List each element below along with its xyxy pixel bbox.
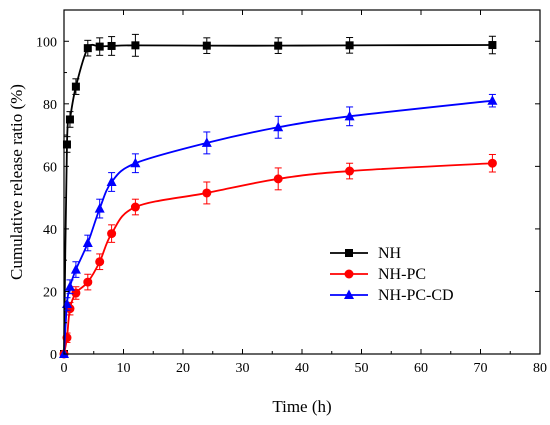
data-point-nh [62, 140, 71, 149]
data-point-nh-pc [95, 257, 105, 267]
data-point-nh-pc-cd [82, 237, 93, 247]
data-point-nh [488, 41, 497, 50]
x-tick-label: 80 [533, 361, 547, 376]
y-tick-label: 40 [43, 223, 57, 238]
data-point-nh [95, 42, 104, 51]
data-point-nh-pc [107, 229, 117, 239]
x-axis-label: Time (h) [272, 397, 331, 416]
x-tick-label: 10 [117, 361, 131, 376]
data-point-nh-pc-cd [106, 176, 117, 186]
y-tick-label: 20 [43, 285, 57, 300]
data-point-nh-pc-cd [70, 264, 81, 274]
y-tick-label: 60 [43, 160, 57, 175]
data-point-nh-pc-cd [130, 157, 141, 168]
plot-frame [63, 9, 541, 355]
data-point-nh-pc-cd [273, 121, 284, 132]
x-tick-label: 60 [414, 361, 428, 376]
legend: NH NH-PC NH-PC-CD [330, 245, 454, 304]
plot-area [59, 33, 498, 359]
legend-label-nh-pc: NH-PC [378, 266, 426, 283]
x-tick-label: 20 [176, 361, 190, 376]
data-point-nh [345, 41, 354, 50]
data-point-nh-pc-cd [64, 281, 75, 291]
data-point-nh-pc [71, 288, 81, 298]
data-point-nh-pc-cd [344, 110, 355, 121]
y-tick-label: 100 [36, 35, 57, 50]
x-tick-label: 70 [474, 361, 488, 376]
data-point-nh [107, 41, 116, 50]
data-point-nh-pc-cd [94, 203, 105, 213]
y-tick-label: 0 [50, 348, 57, 363]
y-axis-label: Cumulative release ratio (%) [7, 84, 26, 280]
data-point-nh [65, 115, 74, 124]
data-point-nh [71, 82, 80, 91]
legend-marker-nh [345, 249, 353, 257]
data-point-nh-pc-cd [201, 137, 212, 147]
x-tick-label: 0 [61, 361, 68, 376]
legend-label-nh: NH [378, 245, 402, 262]
data-point-nh [202, 41, 211, 50]
data-point-nh-pc [273, 174, 283, 184]
data-point-nh [274, 41, 283, 50]
data-point-nh-pc [345, 166, 355, 176]
data-point-nh-pc-cd [487, 95, 498, 105]
data-point-nh-pc [83, 277, 93, 287]
data-point-nh-pc [487, 158, 497, 168]
data-point-nh [83, 44, 92, 53]
axes: 0 10 20 30 40 50 60 70 80 0 20 40 60 80 100 [36, 9, 547, 376]
data-point-nh-pc [130, 202, 140, 212]
x-tick-label: 50 [355, 361, 369, 376]
data-point-nh-pc [202, 188, 212, 198]
series-line-nh-pc [63, 162, 493, 355]
x-tick-label: 40 [295, 361, 309, 376]
data-point-nh [131, 41, 140, 50]
x-tick-label: 30 [236, 361, 250, 376]
legend-marker-nh-pc-cd [344, 289, 354, 299]
legend-label-nh-pc-cd: NH-PC-CD [378, 287, 454, 304]
series-line-nh [63, 43, 493, 355]
y-tick-label: 80 [43, 98, 57, 113]
legend-marker-nh-pc [344, 269, 354, 279]
